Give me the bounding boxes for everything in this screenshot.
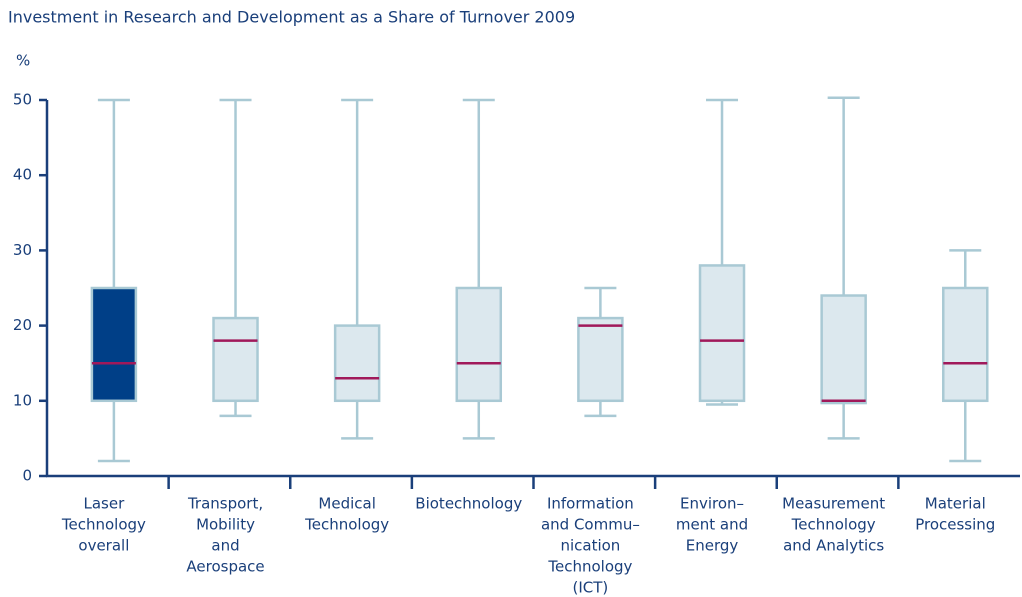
x-tick-label: and Analytics <box>783 537 884 555</box>
box <box>333 324 381 403</box>
y-tick-label: 40 <box>13 166 32 184</box>
box <box>90 286 138 403</box>
x-tick-label: Laser <box>84 495 126 513</box>
x-tick-label: Information <box>547 495 634 513</box>
x-tick-label: Energy <box>686 537 739 555</box>
box <box>942 286 989 403</box>
x-tick-label: Technology <box>304 516 389 534</box>
y-tick-label: 0 <box>22 467 32 485</box>
x-tick-label: Environ– <box>680 495 744 513</box>
x-tick-label: ment and <box>676 516 748 534</box>
y-tick-label: 20 <box>13 316 32 334</box>
x-tick-label: Material <box>925 495 986 513</box>
y-tick-label: 10 <box>13 391 32 409</box>
y-tick-label: 50 <box>13 91 32 109</box>
x-tick-label: and Commu– <box>541 516 640 534</box>
x-tick-label: overall <box>78 537 129 555</box>
x-tick-label: Medical <box>318 495 375 513</box>
x-tick-label: and <box>211 537 239 555</box>
x-tick-label: Aerospace <box>186 558 264 576</box>
x-tick-label: Technology <box>547 558 632 576</box>
x-tick-label: Mobility <box>196 516 255 534</box>
y-tick-label: 30 <box>13 241 32 259</box>
y-axis-label: % <box>16 52 30 70</box>
box <box>212 316 259 403</box>
box <box>455 286 503 403</box>
box <box>698 264 746 403</box>
box <box>577 316 624 403</box>
x-tick-label: nication <box>560 537 620 555</box>
box <box>820 294 867 405</box>
x-tick-label: Technology <box>61 516 146 534</box>
x-tick-label: Measurement <box>782 495 885 513</box>
chart-title: Investment in Research and Development a… <box>8 8 575 27</box>
x-tick-label: Transport, <box>187 495 263 513</box>
x-tick-label: Technology <box>791 516 876 534</box>
x-tick-label: (ICT) <box>573 579 609 597</box>
x-tick-label: Processing <box>915 516 995 534</box>
x-tick-label: Biotechnology <box>415 495 522 513</box>
